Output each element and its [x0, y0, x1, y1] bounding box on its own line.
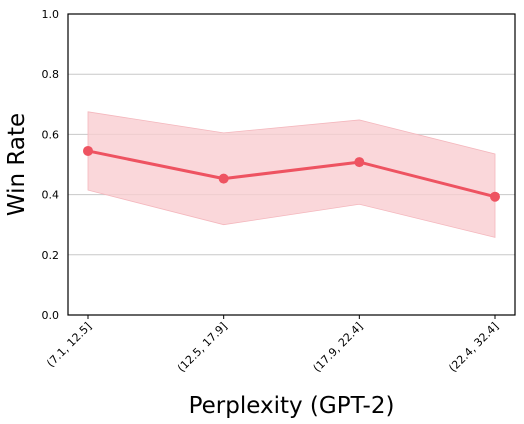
data-point [218, 173, 229, 184]
confidence-band [87, 111, 496, 238]
x-tick-labels: (7.1, 12.5] (12.5, 17.9] (17.9, 22.4] (22.4… [44, 315, 501, 375]
series-line [87, 149, 496, 199]
y-axis-title: Win Rate [4, 113, 30, 216]
y-tick-label: 1.0 [42, 8, 60, 21]
x-tick-label: (17.9, 22.4] [311, 320, 366, 375]
band-area [87, 111, 496, 238]
data-point [490, 191, 500, 202]
y-tick-label: 0.2 [42, 249, 60, 262]
y-tick-labels: 0.0 0.2 0.4 0.6 0.8 1.0 [42, 8, 60, 322]
y-tick-label: 0.4 [42, 189, 60, 202]
x-tick-label: (22.4, 32.4] [446, 320, 501, 375]
y-tick-label: 0.0 [42, 309, 60, 322]
data-point [354, 157, 365, 168]
plot-frame [67, 13, 516, 316]
x-tick-label: (7.1, 12.5] [44, 320, 94, 370]
x-axis-title: Perplexity (GPT-2) [189, 393, 395, 419]
x-tick-label: (12.5, 17.9] [175, 320, 230, 375]
series-polyline [87, 149, 496, 199]
data-point [83, 145, 93, 156]
data-points [83, 145, 500, 202]
y-tick-label: 0.6 [42, 128, 60, 141]
y-tick-label: 0.8 [42, 68, 60, 81]
